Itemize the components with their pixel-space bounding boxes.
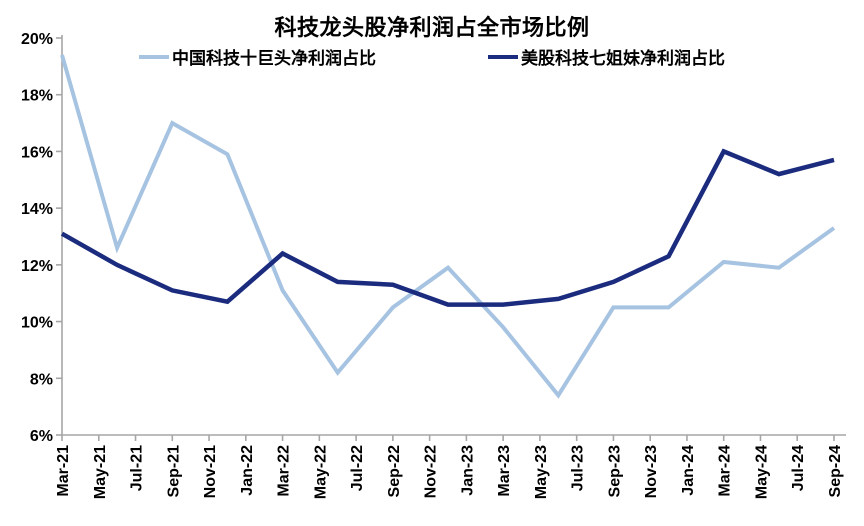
y-tick-label: 8% xyxy=(30,371,53,388)
x-tick-label: Mar-21 xyxy=(55,445,72,497)
axis-lines xyxy=(61,35,846,436)
chart-title: 科技龙头股净利润占全市场比例 xyxy=(274,15,590,40)
x-tick-label: Jul-23 xyxy=(570,445,587,491)
x-tick-label: May-23 xyxy=(533,445,550,499)
series-line-china-top10 xyxy=(60,54,836,399)
x-tick-label: Mar-22 xyxy=(276,445,293,497)
legend: 中国科技十巨头净利润占比 美股科技七姐妹净利润占比 xyxy=(0,44,864,69)
x-tick-label: Mar-23 xyxy=(496,445,513,497)
x-tick-label: Jul-24 xyxy=(790,445,807,491)
x-tick-label: Nov-22 xyxy=(423,445,440,498)
x-tick-label: Sep-22 xyxy=(386,445,403,498)
x-tick-label: Jan-22 xyxy=(239,445,256,496)
x-tick-label: May-22 xyxy=(312,445,329,499)
legend-label-china: 中国科技十巨头净利润占比 xyxy=(172,49,376,68)
y-tick-label: 18% xyxy=(21,88,53,105)
x-tick-label: May-21 xyxy=(92,445,109,499)
x-tick-label: Sep-21 xyxy=(165,445,182,498)
x-tick-label: Jul-21 xyxy=(129,445,146,491)
y-tick-label: 10% xyxy=(21,315,53,332)
legend-line-swatch-us xyxy=(488,54,518,59)
series-line-us-mag7 xyxy=(60,148,835,307)
x-tick-label: Jan-24 xyxy=(680,445,697,496)
legend-item-china-top10: 中国科技十巨头净利润占比 xyxy=(139,44,376,69)
x-tick-label: Sep-23 xyxy=(606,445,623,498)
x-tick-label: Jul-22 xyxy=(349,445,366,491)
x-tick-label: Jan-23 xyxy=(459,445,476,496)
y-tick-label: 14% xyxy=(21,201,53,218)
legend-line-swatch-china xyxy=(139,54,169,59)
x-tick-label: Nov-21 xyxy=(202,445,219,498)
x-tick-label: Mar-24 xyxy=(717,445,734,497)
legend-item-us-mag7: 美股科技七姐妹净利润占比 xyxy=(488,44,725,69)
x-tick-label: May-24 xyxy=(753,445,770,499)
x-tick-label: Nov-23 xyxy=(643,445,660,498)
y-tick-label: 6% xyxy=(30,428,53,445)
y-tick-label: 12% xyxy=(21,258,53,275)
x-tick-label: Sep-24 xyxy=(827,445,844,498)
legend-label-us: 美股科技七姐妹净利润占比 xyxy=(521,49,725,68)
y-tick-label: 16% xyxy=(21,144,53,161)
y-tick-label: 20% xyxy=(21,31,53,48)
